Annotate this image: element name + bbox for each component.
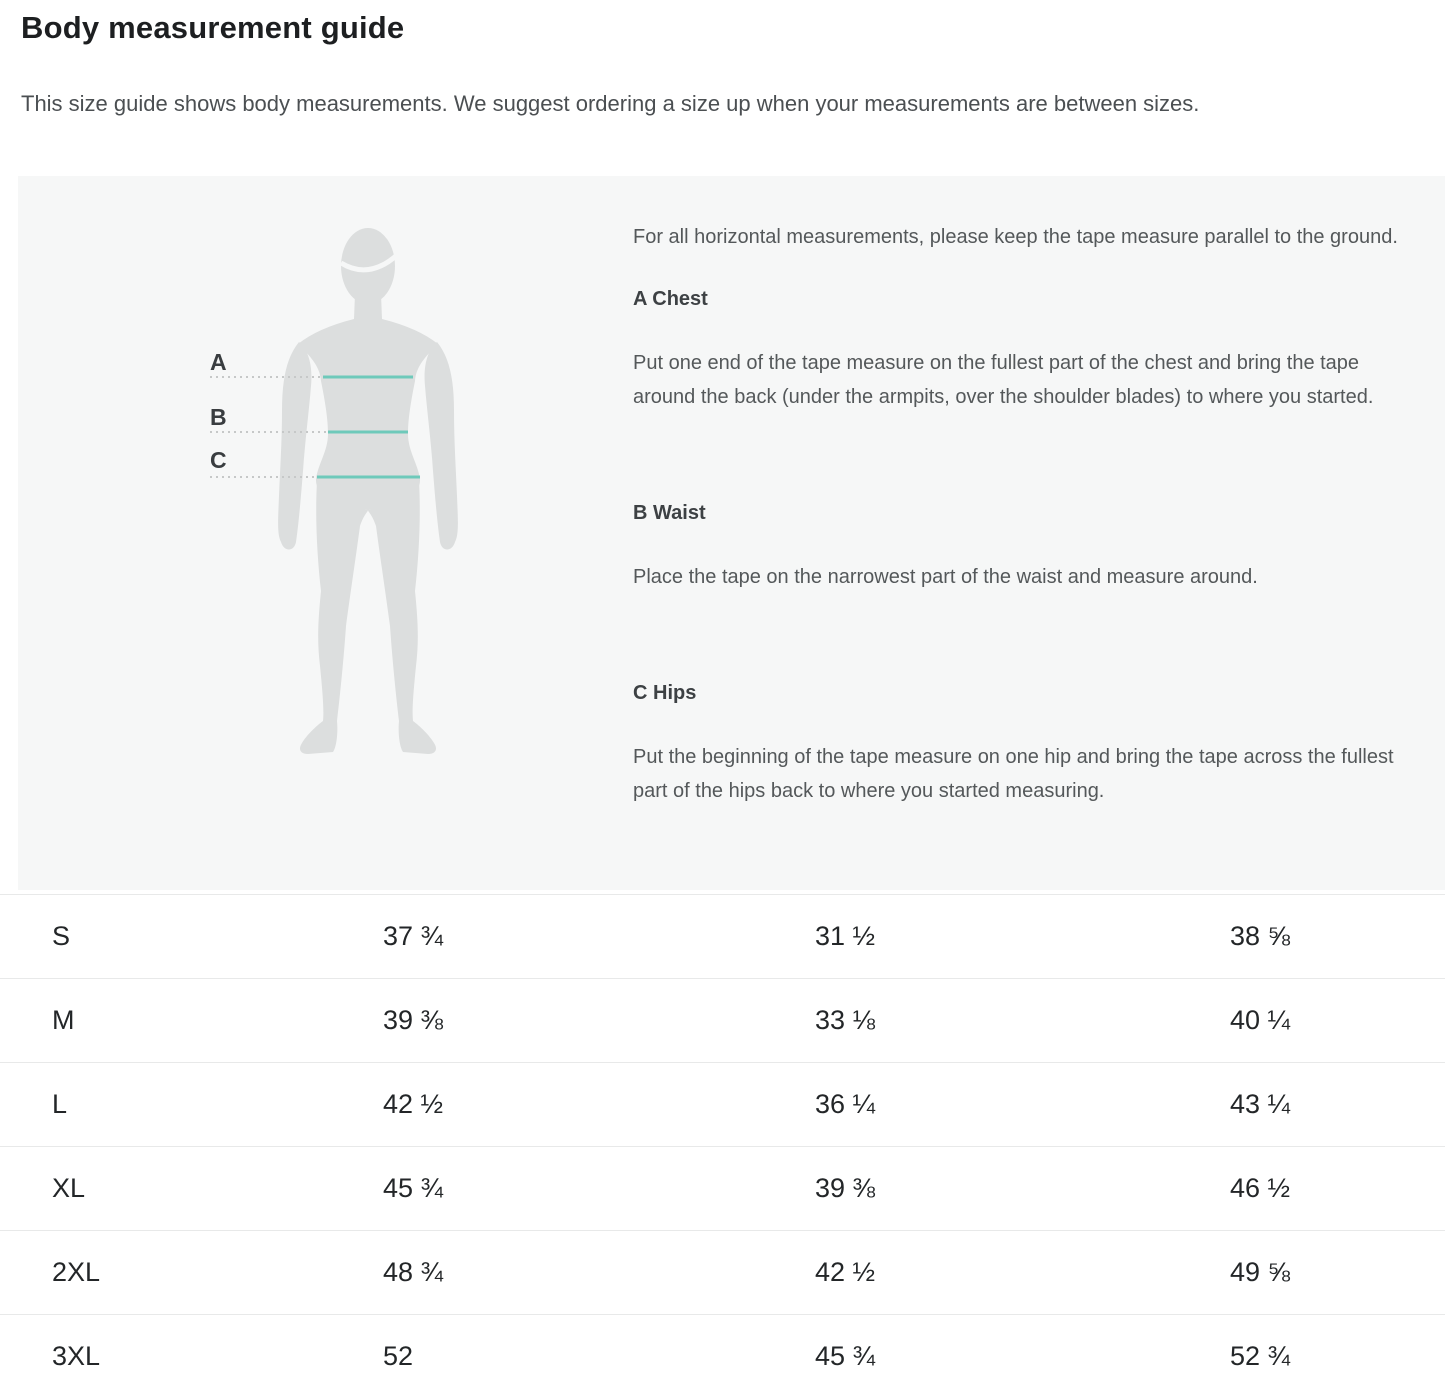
hips-cell: 52 ¾ <box>1230 1341 1291 1371</box>
table-row: S 37 ¾ 31 ½ 38 ⅝ <box>0 894 1445 978</box>
chest-heading: A Chest <box>633 288 708 310</box>
hair-line <box>339 253 399 273</box>
page-subtitle: This size guide shows body measurements.… <box>21 91 1200 116</box>
marker-letter-hips: C <box>210 447 227 473</box>
waist-cell: 36 ¼ <box>815 1089 876 1119</box>
size-cell: XL <box>52 1173 86 1203</box>
hips-cell: 49 ⅝ <box>1230 1257 1291 1287</box>
waist-instructions: Place the tape on the narrowest part of … <box>633 566 1258 588</box>
measurement-guide-panel: A B C For all horizontal measurements, p… <box>18 176 1445 890</box>
hips-cell: 46 ½ <box>1230 1173 1291 1203</box>
chest-cell: 37 ¾ <box>383 921 444 951</box>
body-measurement-diagram: A B C <box>18 176 633 890</box>
size-cell: L <box>52 1089 68 1119</box>
body-silhouette <box>278 228 458 754</box>
instructions-intro: For all horizontal measurements, please … <box>633 226 1398 248</box>
size-cell: M <box>52 1005 75 1035</box>
chest-instructions: Put one end of the tape measure on the f… <box>633 352 1374 408</box>
table-row: 2XL 48 ¾ 42 ½ 49 ⅝ <box>0 1230 1445 1314</box>
measurement-instructions: For all horizontal measurements, please … <box>633 176 1428 890</box>
waist-cell: 42 ½ <box>815 1257 876 1287</box>
table-row: M 39 ⅜ 33 ⅛ 40 ¼ <box>0 978 1445 1062</box>
page-title: Body measurement guide <box>21 10 405 45</box>
waist-cell: 45 ¾ <box>815 1341 876 1371</box>
chest-cell: 39 ⅜ <box>383 1005 444 1035</box>
body-silhouette-figure: A B C <box>210 228 458 754</box>
size-cell: 3XL <box>52 1341 101 1371</box>
size-table: S 37 ¾ 31 ½ 38 ⅝ M 39 ⅜ 33 ⅛ 40 ¼ L 42 ½… <box>0 894 1445 1398</box>
chest-cell: 48 ¾ <box>383 1257 444 1287</box>
hips-cell: 38 ⅝ <box>1230 921 1291 951</box>
table-row: L 42 ½ 36 ¼ 43 ¼ <box>0 1062 1445 1146</box>
hips-cell: 43 ¼ <box>1230 1089 1291 1119</box>
size-cell: 2XL <box>52 1257 101 1287</box>
table-row: XL 45 ¾ 39 ⅜ 46 ½ <box>0 1146 1445 1230</box>
chest-cell: 42 ½ <box>383 1089 444 1119</box>
hips-heading: C Hips <box>633 682 697 704</box>
hips-cell: 40 ¼ <box>1230 1005 1291 1035</box>
marker-letter-chest: A <box>210 349 227 375</box>
chest-cell: 45 ¾ <box>383 1173 444 1203</box>
waist-cell: 33 ⅛ <box>815 1005 876 1035</box>
chest-cell: 52 <box>383 1341 414 1371</box>
size-cell: S <box>52 921 71 951</box>
waist-heading: B Waist <box>633 502 706 524</box>
table-row: 3XL 52 45 ¾ 52 ¾ <box>0 1314 1445 1398</box>
hips-instructions: Put the beginning of the tape measure on… <box>633 746 1394 802</box>
waist-cell: 31 ½ <box>815 921 876 951</box>
marker-letter-waist: B <box>210 404 227 430</box>
waist-cell: 39 ⅜ <box>815 1173 876 1203</box>
